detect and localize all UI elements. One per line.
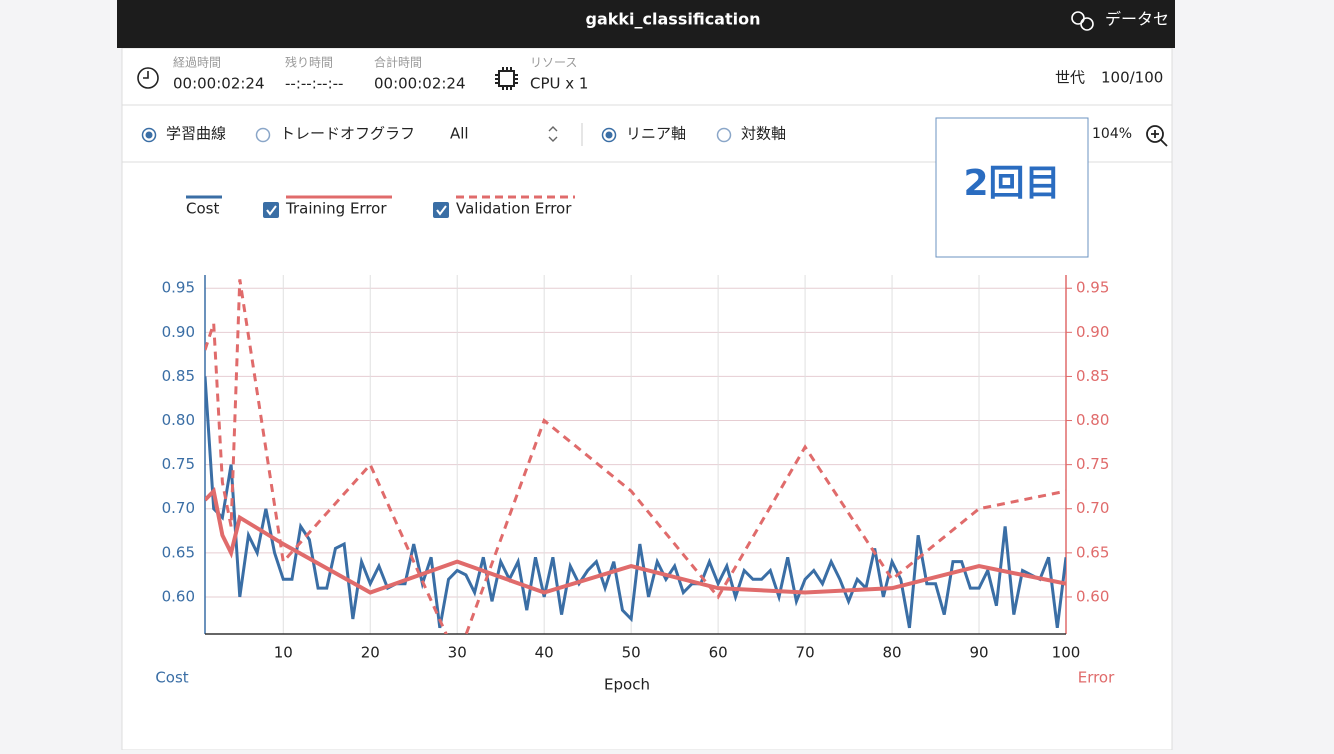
checkmark: [436, 205, 447, 216]
radio-label[interactable]: 学習曲線: [166, 125, 226, 143]
y-tick-label: 0.80: [162, 411, 195, 429]
x-tick-label: 60: [709, 644, 728, 662]
y2-tick-label: 0.70: [1076, 499, 1109, 517]
legend-label[interactable]: Validation Error: [456, 200, 572, 218]
y2-tick-label: 0.75: [1076, 455, 1109, 473]
series-line: [205, 279, 1066, 634]
x-tick-label: 90: [969, 644, 988, 662]
series-select[interactable]: All: [450, 125, 469, 143]
y-tick-label: 0.70: [162, 499, 195, 517]
legend-label: Cost: [186, 200, 219, 218]
header-title: gakki_classification: [586, 10, 761, 29]
y2-tick-label: 0.65: [1076, 543, 1109, 561]
x-axis-label: Epoch: [604, 676, 650, 694]
x-tick-label: 30: [448, 644, 467, 662]
zoom-icon[interactable]: [1146, 125, 1168, 147]
radio-label[interactable]: リニア軸: [626, 125, 686, 143]
generation-label: 世代: [1055, 69, 1085, 87]
y-tick-label: 0.65: [162, 543, 195, 561]
info-row: 経過時間 00:00:02:24 残り時間 --:--:--:-- 合計時間 00:00:…: [173, 55, 588, 93]
y-tick-label: 0.60: [162, 587, 195, 605]
clock-icon: [137, 67, 159, 89]
y-tick-label: 0.95: [162, 279, 195, 297]
radio-label[interactable]: トレードオフグラフ: [280, 125, 415, 143]
x-tick-label: 50: [622, 644, 641, 662]
legend-checkbox[interactable]: [263, 202, 279, 218]
x-tick-label: 20: [361, 644, 380, 662]
chart: 0.60 0.65 0.70 0.75 0.80 0.85 0.90 0.95 0.60 0.65…: [155, 195, 1115, 694]
x-tick-label: 100: [1052, 644, 1081, 662]
x-tick-label: 40: [535, 644, 554, 662]
info-label: リソース: [530, 56, 577, 70]
x-tick-label: 70: [796, 644, 815, 662]
zoom-level: 104%: [1092, 126, 1132, 142]
radio[interactable]: [601, 127, 617, 143]
y2-tick-label: 0.85: [1076, 367, 1109, 385]
y2-tick-label: 0.95: [1076, 279, 1109, 297]
radio[interactable]: [255, 127, 271, 143]
info-label: 残り時間: [285, 56, 333, 70]
link-icon[interactable]: [1071, 11, 1094, 31]
y-tick-label: 0.90: [162, 323, 195, 341]
checkmark: [266, 205, 277, 216]
info-value: --:--:--:--: [285, 75, 343, 93]
radio-dot: [145, 131, 153, 139]
x-tick-label: 80: [883, 644, 902, 662]
header-bar: [117, 0, 1175, 48]
badge-box: [935, 117, 1089, 258]
y2-axis-label: Error: [1078, 669, 1115, 687]
chip-icon: [495, 67, 518, 90]
dataset-tab[interactable]: データセ: [1105, 10, 1169, 29]
select-chevron[interactable]: [548, 126, 558, 142]
badge: 2回目: [963, 163, 1060, 204]
info-label: 合計時間: [374, 55, 422, 70]
plot-area: [205, 279, 1066, 634]
generation-value: 100/100: [1101, 69, 1163, 87]
legend-label[interactable]: Training Error: [285, 200, 387, 218]
x-tick-label: 10: [274, 644, 293, 662]
y-tick-label: 0.85: [162, 367, 195, 385]
y2-tick-label: 0.60: [1076, 587, 1109, 605]
y2-tick-label: 0.90: [1076, 323, 1109, 341]
options-row: 学習曲線 トレードオフグラフ リニア軸 対数軸: [141, 125, 786, 143]
info-value: 00:00:02:24: [374, 75, 466, 93]
radio[interactable]: [141, 127, 157, 143]
info-value: CPU x 1: [530, 75, 588, 93]
y2-tick-label: 0.80: [1076, 411, 1109, 429]
info-value: 00:00:02:24: [173, 75, 265, 93]
radio-dot: [605, 131, 613, 139]
legend-checkbox[interactable]: [433, 202, 449, 218]
info-label: 経過時間: [173, 56, 221, 70]
series-line: [205, 487, 1066, 595]
radio-label[interactable]: 対数軸: [741, 125, 786, 143]
y-axis-label: Cost: [155, 669, 188, 687]
radio[interactable]: [716, 127, 732, 143]
y-tick-label: 0.75: [162, 455, 195, 473]
